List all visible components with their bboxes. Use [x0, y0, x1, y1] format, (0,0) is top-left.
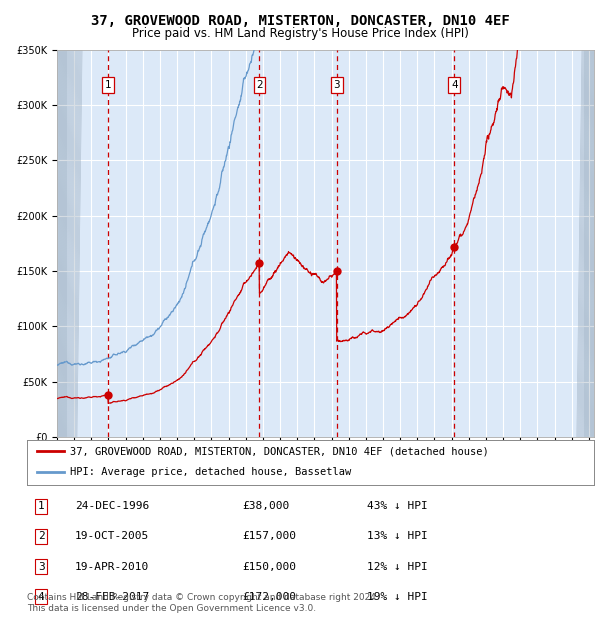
- Text: 19-APR-2010: 19-APR-2010: [75, 562, 149, 572]
- Text: 37, GROVEWOOD ROAD, MISTERTON, DONCASTER, DN10 4EF: 37, GROVEWOOD ROAD, MISTERTON, DONCASTER…: [91, 14, 509, 28]
- Bar: [57, 50, 67, 437]
- Text: 24-DEC-1996: 24-DEC-1996: [75, 501, 149, 511]
- Text: 43% ↓ HPI: 43% ↓ HPI: [367, 501, 428, 511]
- Text: 2: 2: [256, 80, 263, 90]
- Text: £150,000: £150,000: [242, 562, 296, 572]
- Text: 1: 1: [38, 501, 44, 511]
- Text: 12% ↓ HPI: 12% ↓ HPI: [367, 562, 428, 572]
- Text: 2: 2: [38, 531, 44, 541]
- Text: HPI: Average price, detached house, Bassetlaw: HPI: Average price, detached house, Bass…: [70, 467, 351, 477]
- Text: 19-OCT-2005: 19-OCT-2005: [75, 531, 149, 541]
- Text: £172,000: £172,000: [242, 592, 296, 602]
- Text: 19% ↓ HPI: 19% ↓ HPI: [367, 592, 428, 602]
- Text: 13% ↓ HPI: 13% ↓ HPI: [367, 531, 428, 541]
- Text: 1: 1: [105, 80, 112, 90]
- Text: 4: 4: [38, 592, 44, 602]
- Text: 28-FEB-2017: 28-FEB-2017: [75, 592, 149, 602]
- Text: 3: 3: [334, 80, 340, 90]
- Text: 37, GROVEWOOD ROAD, MISTERTON, DONCASTER, DN10 4EF (detached house): 37, GROVEWOOD ROAD, MISTERTON, DONCASTER…: [70, 446, 488, 456]
- Text: 3: 3: [38, 562, 44, 572]
- Text: 4: 4: [451, 80, 458, 90]
- Text: £38,000: £38,000: [242, 501, 290, 511]
- Bar: [584, 50, 594, 437]
- Text: Price paid vs. HM Land Registry's House Price Index (HPI): Price paid vs. HM Land Registry's House …: [131, 27, 469, 40]
- Text: £157,000: £157,000: [242, 531, 296, 541]
- Text: Contains HM Land Registry data © Crown copyright and database right 2024.
This d: Contains HM Land Registry data © Crown c…: [27, 593, 379, 613]
